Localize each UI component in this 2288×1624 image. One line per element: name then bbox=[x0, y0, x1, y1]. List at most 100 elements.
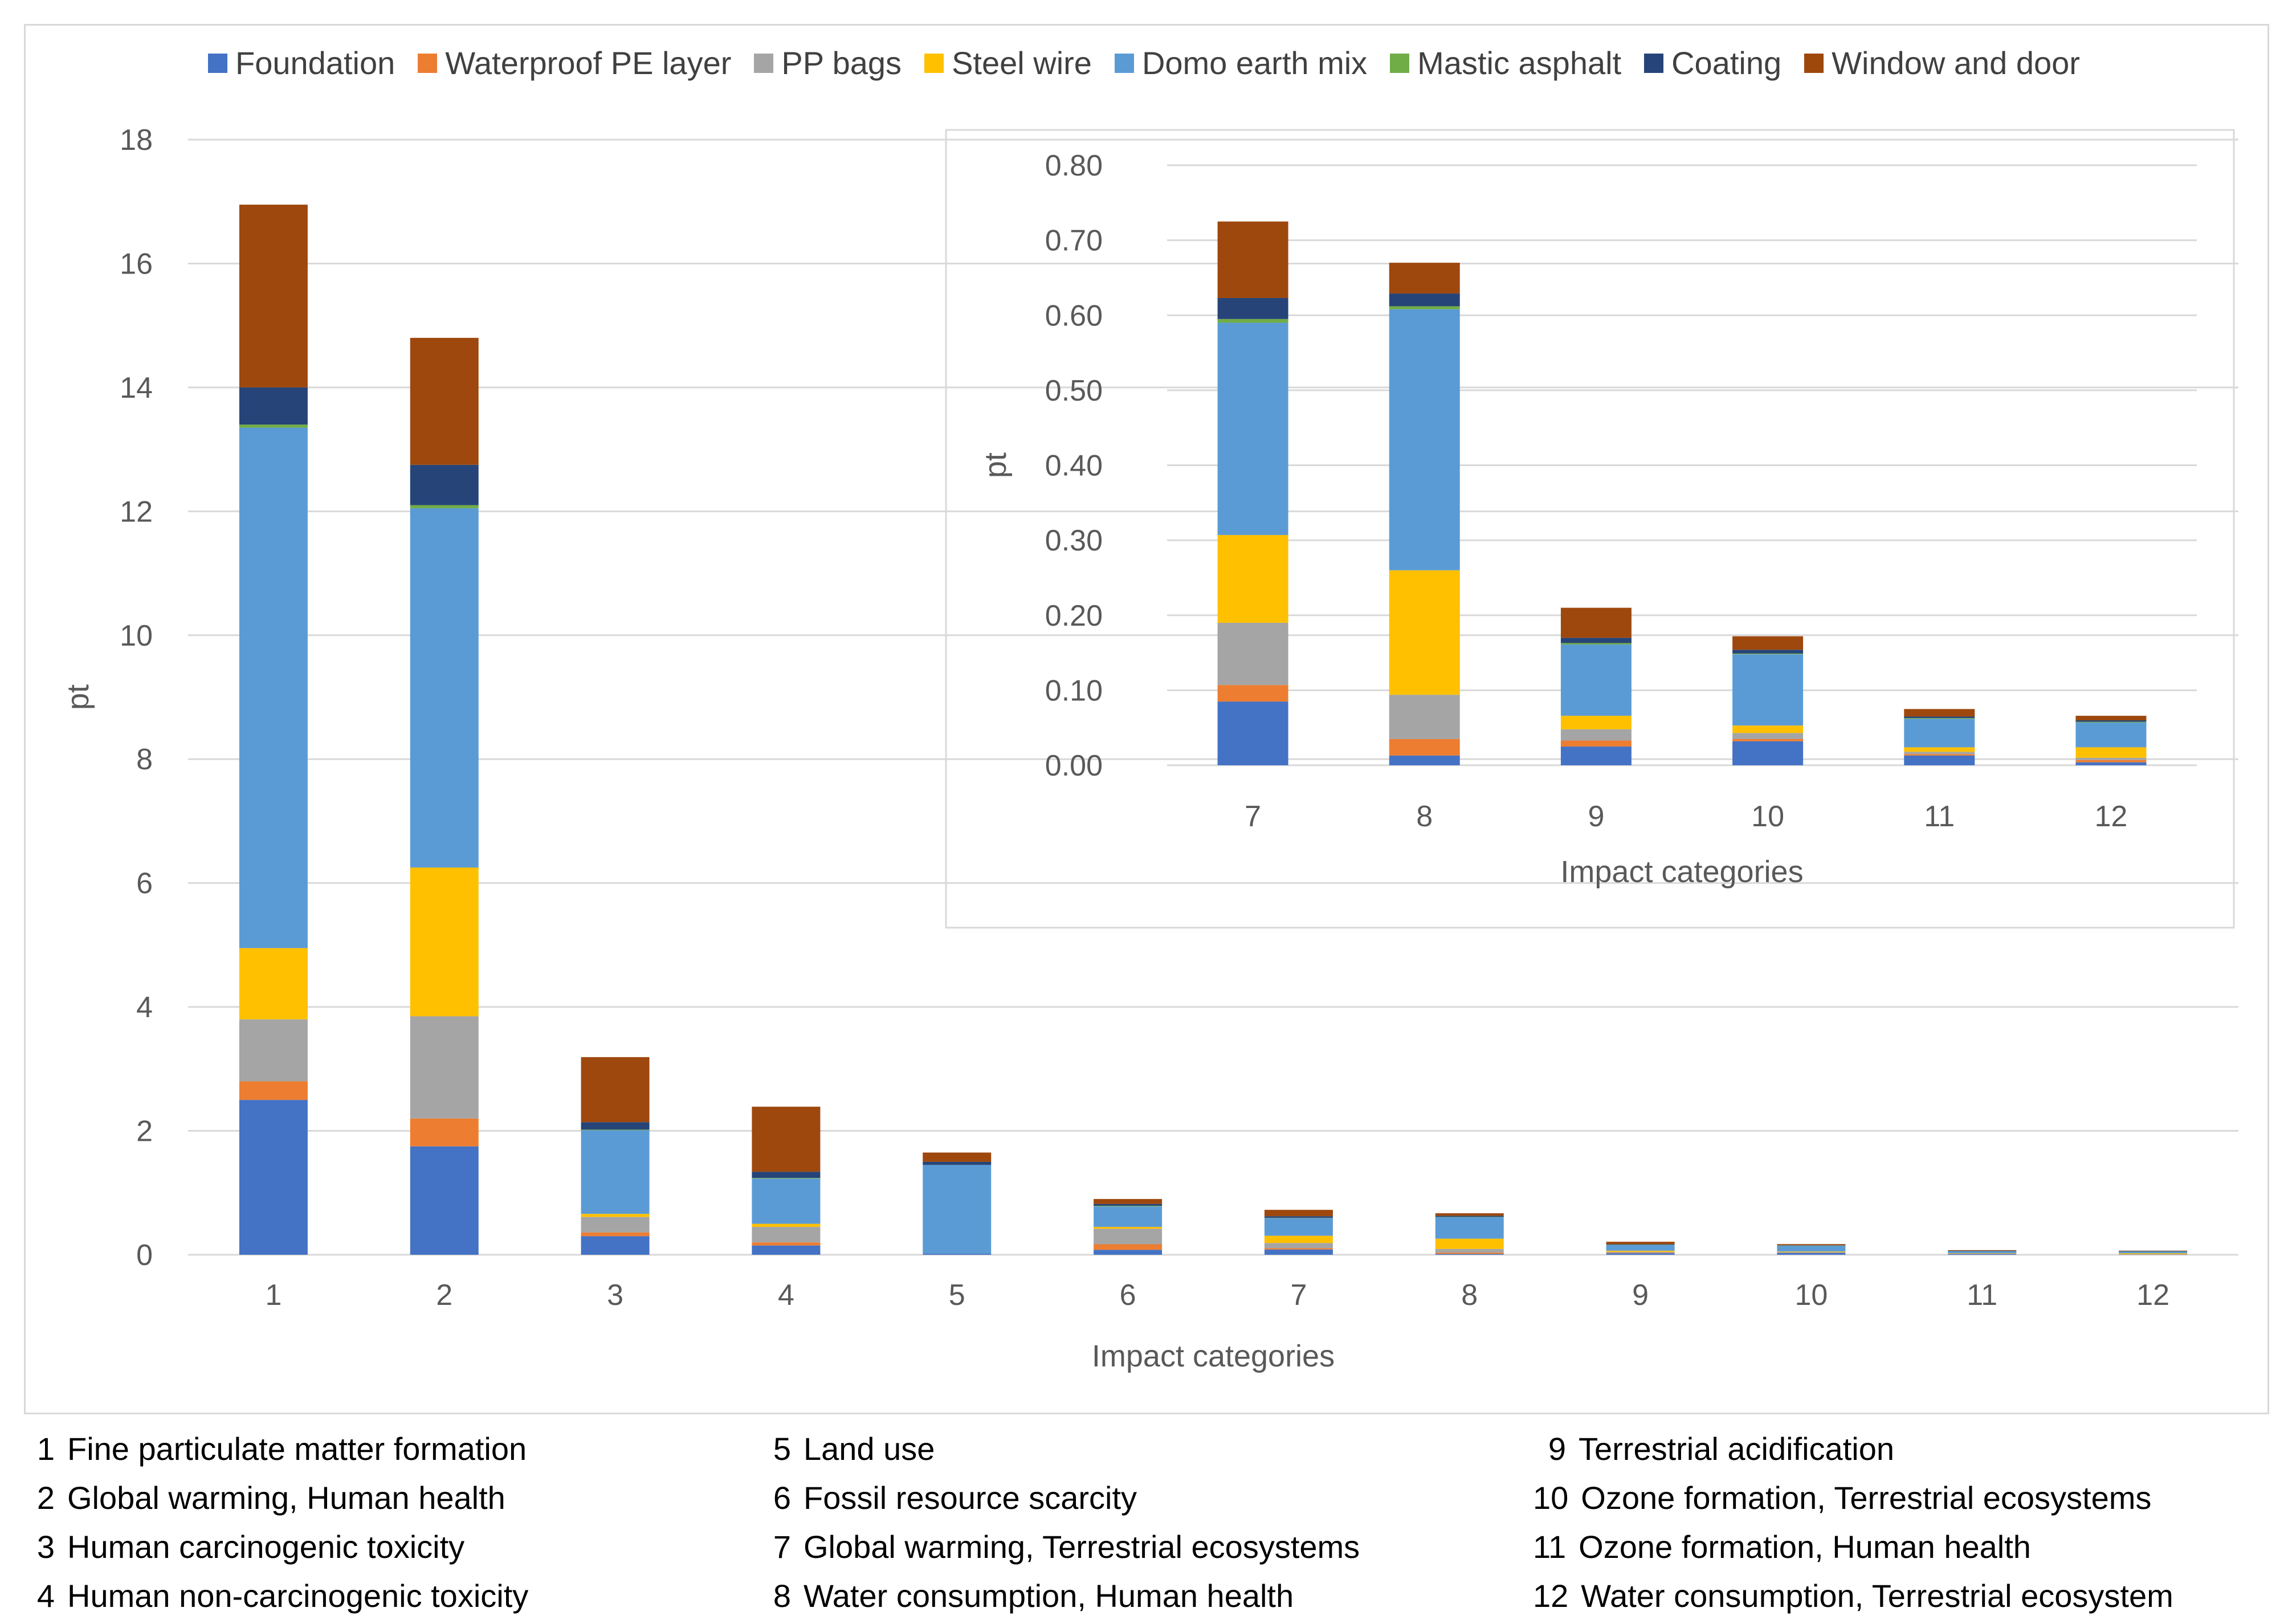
legend-swatch bbox=[1114, 53, 1134, 73]
inset-bar-segment bbox=[1217, 534, 1288, 623]
inset-x-axis-label: Impact categories bbox=[1560, 855, 1803, 889]
main-bar-segment bbox=[1777, 1251, 1846, 1252]
main-bar-segment bbox=[239, 387, 308, 425]
category-key-item: 1 Fine particulate matter formation bbox=[22, 1425, 528, 1474]
inset-bar-segment bbox=[1389, 309, 1460, 570]
main-bar-segment bbox=[1094, 1250, 1163, 1255]
inset-x-tick-label: 7 bbox=[1245, 800, 1261, 833]
main-bar-segment bbox=[581, 1232, 650, 1237]
category-key-item: 7 Global warming, Terrestrial ecosystems bbox=[758, 1523, 1360, 1572]
main-bar-segment bbox=[752, 1242, 821, 1246]
main-bar-segment bbox=[1094, 1244, 1163, 1250]
inset-bar-segment bbox=[1904, 755, 1975, 765]
main-bar-segment bbox=[2119, 1253, 2188, 1254]
main-bar-segment bbox=[1094, 1229, 1163, 1244]
category-key-number: 10 bbox=[1533, 1480, 1569, 1516]
legend-entry: Mastic asphalt bbox=[1390, 44, 1621, 81]
inset-y-tick-label: 0.30 bbox=[1045, 524, 1103, 557]
main-bar-segment bbox=[1435, 1213, 1504, 1216]
legend-label: Coating bbox=[1671, 45, 1782, 81]
main-bar-segment bbox=[1264, 1216, 1333, 1218]
inset-y-tick-label: 0.70 bbox=[1045, 225, 1103, 258]
main-y-tick-label: 0 bbox=[136, 1239, 153, 1272]
category-key-number: 9 bbox=[1548, 1431, 1566, 1467]
main-bar-segment bbox=[581, 1217, 650, 1233]
main-bar-segment bbox=[1094, 1203, 1163, 1206]
main-bar-segment bbox=[1777, 1244, 1846, 1246]
inset-y-tick-label: 0.00 bbox=[1045, 749, 1103, 782]
inset-bar-segment bbox=[2075, 716, 2147, 721]
inset-bar-segment bbox=[2075, 760, 2147, 762]
legend-entry: Coating bbox=[1644, 44, 1781, 81]
category-key-item: 9 Terrestrial acidification bbox=[1533, 1425, 2173, 1474]
main-y-tick-label: 6 bbox=[136, 867, 153, 900]
legend-entry: Foundation bbox=[208, 44, 395, 81]
main-bar-segment bbox=[1606, 1253, 1675, 1255]
inset-x-tick-label: 12 bbox=[2094, 800, 2127, 833]
main-x-tick-label: 1 bbox=[265, 1279, 282, 1312]
inset-bar-segment bbox=[1904, 752, 1975, 754]
inset-bar-segment bbox=[1560, 638, 1632, 643]
inset-bar-segment bbox=[1217, 622, 1288, 685]
legend-label: PP bags bbox=[781, 45, 902, 81]
category-key-item: 8 Water consumption, Human health bbox=[758, 1572, 1360, 1621]
inset-bar-segment bbox=[1904, 747, 1975, 752]
inset-bar-segment bbox=[1732, 654, 1804, 726]
inset-y-tick-label: 0.20 bbox=[1045, 599, 1103, 633]
category-key-number: 11 bbox=[1533, 1529, 1567, 1565]
category-key-number: 8 bbox=[773, 1578, 791, 1614]
main-x-tick-label: 6 bbox=[1120, 1279, 1136, 1312]
inset-y-tick-label: 0.80 bbox=[1045, 149, 1103, 182]
category-key-label: Human non-carcinogenic toxicity bbox=[67, 1578, 529, 1614]
inset-bar-segment bbox=[1732, 636, 1804, 650]
main-bar-segment bbox=[581, 1130, 650, 1214]
inset-bar-segment bbox=[1732, 738, 1804, 741]
main-bar-segment bbox=[1606, 1244, 1675, 1251]
legend-swatch bbox=[924, 53, 944, 73]
main-bar-segment bbox=[1606, 1244, 1675, 1245]
main-x-tick-label: 3 bbox=[607, 1279, 623, 1312]
inset-bar-segment bbox=[1732, 733, 1804, 739]
inset-bar-segment bbox=[1904, 718, 1975, 719]
main-bar-segment bbox=[239, 425, 308, 428]
main-bar-segment bbox=[1435, 1215, 1504, 1217]
main-bar-segment bbox=[1264, 1248, 1333, 1250]
main-y-tick-label: 10 bbox=[120, 619, 153, 652]
main-y-tick-label: 4 bbox=[136, 991, 153, 1024]
category-key-label: Global warming, Terrestrial ecosystems bbox=[804, 1529, 1360, 1565]
legend-label: Waterproof PE layer bbox=[445, 45, 732, 81]
main-bar-segment bbox=[2119, 1251, 2188, 1254]
inset-y-axis-label: pt bbox=[978, 452, 1013, 478]
legend-label: Window and door bbox=[1832, 45, 2080, 81]
legend-label: Steel wire bbox=[952, 45, 1092, 81]
category-key-item: 6 Fossil resource scarcity bbox=[758, 1474, 1360, 1523]
inset-y-tick-label: 0.40 bbox=[1045, 450, 1103, 483]
category-key-column-3: 9 Terrestrial acidification 10 Ozone format… bbox=[1533, 1425, 2173, 1621]
inset-bar-segment bbox=[1389, 306, 1460, 309]
inset-y-tick-label: 0.10 bbox=[1045, 674, 1103, 707]
main-bar-segment bbox=[239, 1100, 308, 1255]
inset-y-tick-label: 0.50 bbox=[1045, 374, 1103, 407]
category-key-label: Global warming, Human health bbox=[67, 1480, 505, 1516]
inset-bar-segment bbox=[2075, 762, 2147, 765]
legend-entry: Domo earth mix bbox=[1114, 44, 1367, 81]
main-bar-segment bbox=[752, 1227, 821, 1243]
main-y-tick-label: 12 bbox=[120, 495, 153, 528]
main-bar-segment bbox=[581, 1236, 650, 1255]
inset-bar-segment bbox=[1732, 650, 1804, 654]
main-bar-segment bbox=[1264, 1249, 1333, 1255]
main-bar-segment bbox=[1606, 1252, 1675, 1254]
inset-bar-segment bbox=[1389, 755, 1460, 765]
main-x-tick-label: 9 bbox=[1632, 1279, 1649, 1312]
main-bar-segment bbox=[239, 1019, 308, 1082]
legend-entry: Steel wire bbox=[924, 44, 1092, 81]
legend-swatch bbox=[208, 53, 228, 73]
main-bar-segment bbox=[1094, 1199, 1163, 1204]
category-key-number: 5 bbox=[773, 1431, 791, 1467]
category-key-label: Water consumption, Human health bbox=[804, 1578, 1294, 1614]
inset-bar-segment bbox=[1389, 293, 1460, 307]
inset-bar-segment bbox=[1904, 716, 1975, 719]
main-y-axis-label: pt bbox=[61, 684, 95, 710]
legend-swatch bbox=[1804, 53, 1824, 73]
